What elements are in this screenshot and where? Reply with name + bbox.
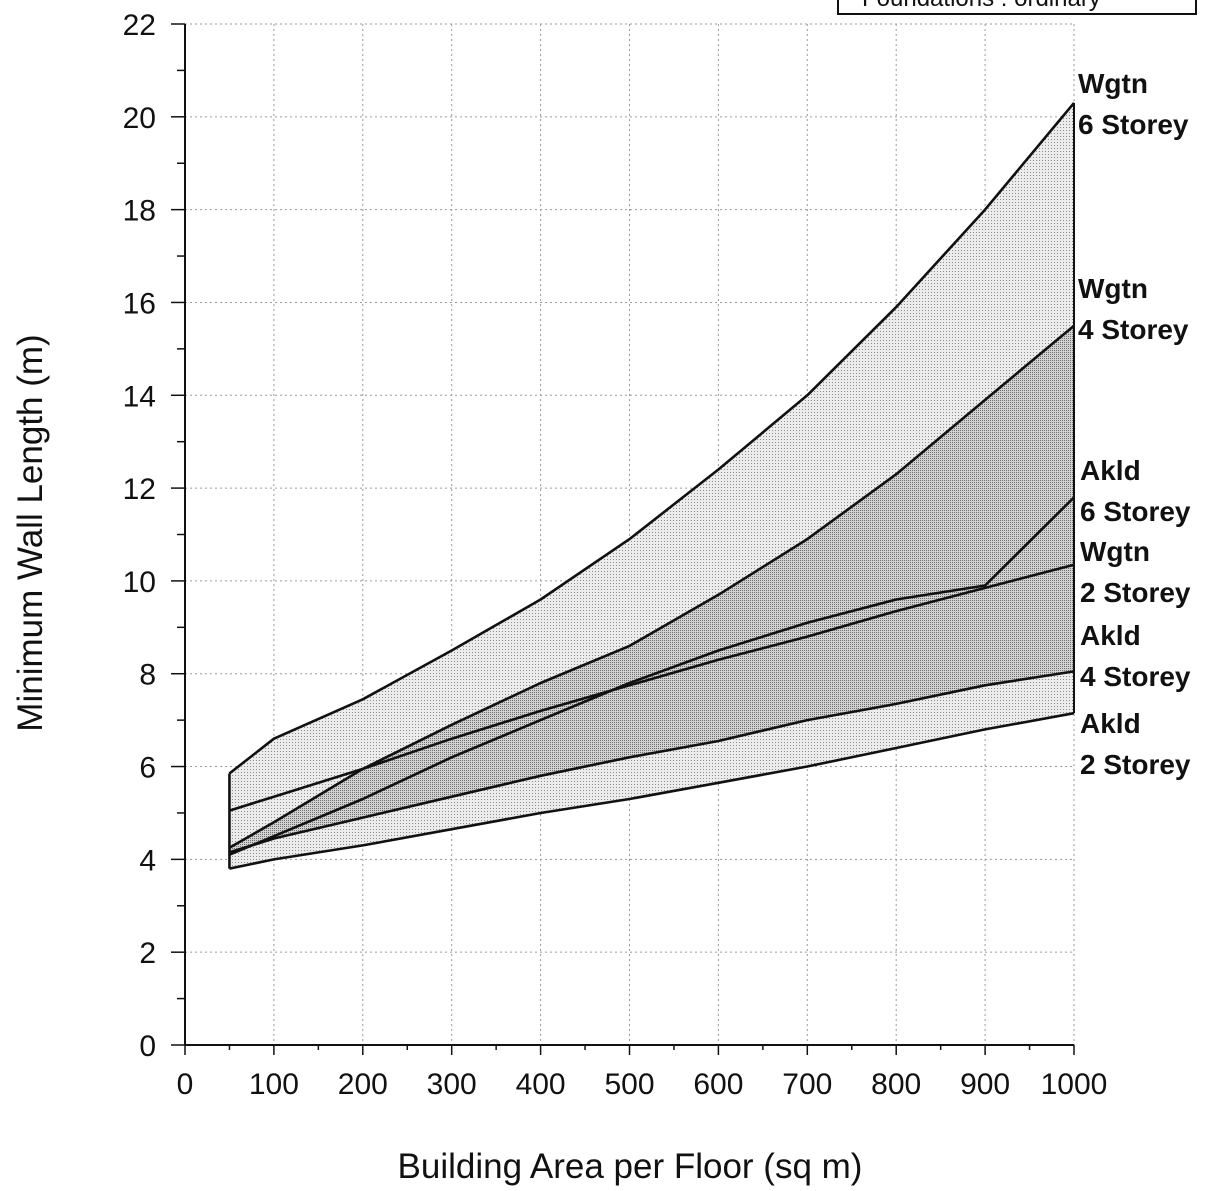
x-tick-label: 600 [693,1068,743,1101]
series-line-wgtn-6-storey [228,102,1075,775]
series-line-akld-2-storey [229,711,1075,870]
series-label-line2: 2 Storey [1080,749,1191,780]
y-tick-label: 8 [139,659,156,692]
x-tick-label: 800 [871,1068,921,1101]
legend-box-frame [837,0,1197,15]
y-tick-label: 12 [123,473,156,506]
series-line-wgtn-2-storey [229,563,1075,812]
y-tick-labels: 0 2 4 6 8 10 12 14 16 18 20 22 [123,9,156,1063]
x-tick-label: 200 [338,1068,388,1101]
series-label-line2: 4 Storey [1080,661,1191,692]
y-axis-title: Minimum Wall Length (m) [11,334,50,731]
x-tick-label: 300 [427,1068,477,1101]
series-line-akld-4-storey [229,670,1075,854]
x-tick-label: 900 [960,1068,1010,1101]
y-tick-label: 0 [139,1030,156,1063]
series-line-akld-6-storey [228,496,1075,856]
series-label-line2: 2 Storey [1080,577,1191,608]
x-tick-label: 1000 [1041,1068,1108,1101]
x-tick-label: 0 [177,1068,194,1101]
series-label-akld-2-storey: Akld 2 Storey [1080,708,1191,780]
x-axis-title: Building Area per Floor (sq m) [398,1147,863,1186]
series-label-line2: 6 Storey [1078,109,1189,140]
series-label-wgtn-6-storey: Wgtn 6 Storey [1078,68,1189,140]
y-tick-label: 14 [123,380,156,413]
y-tick-label: 22 [123,9,156,42]
series-label-line1: Akld [1080,620,1141,651]
y-tick-label: 2 [139,937,156,970]
y-tick-label: 6 [139,752,156,785]
series-line-wgtn-4-storey [228,324,1075,849]
series-label-line1: Wgtn [1078,68,1148,99]
series-label-line1: Wgtn [1078,273,1148,304]
y-tick-label: 16 [123,287,156,320]
series-label-line1: Akld [1080,455,1141,486]
series-label-wgtn-2-storey: Wgtn 2 Storey [1080,536,1191,608]
series-label-line1: Akld [1080,708,1141,739]
series-label-line2: 6 Storey [1080,496,1191,527]
legend-box: Foundations : ordinary [837,0,1197,15]
y-tick-label: 10 [123,566,156,599]
series-label-line1: Wgtn [1080,536,1150,567]
axes [171,23,1075,1055]
y-tick-label: 18 [123,195,156,228]
series-label-line2: 4 Storey [1078,314,1189,345]
x-tick-labels: 0 100 200 300 400 500 600 700 800 900 1000 [177,1068,1108,1101]
series-lines [228,102,1075,870]
x-tick-label: 400 [516,1068,566,1101]
x-tick-label: 700 [782,1068,832,1101]
series-label-akld-6-storey: Akld 6 Storey [1080,455,1191,527]
y-tick-label: 20 [123,102,156,135]
x-tick-label: 500 [604,1068,654,1101]
series-label-wgtn-4-storey: Wgtn 4 Storey [1078,273,1189,345]
y-tick-label: 4 [139,844,156,877]
x-tick-label: 100 [249,1068,299,1101]
series-label-akld-4-storey: Akld 4 Storey [1080,620,1191,692]
legend-box-text: Foundations : ordinary [862,0,1101,12]
